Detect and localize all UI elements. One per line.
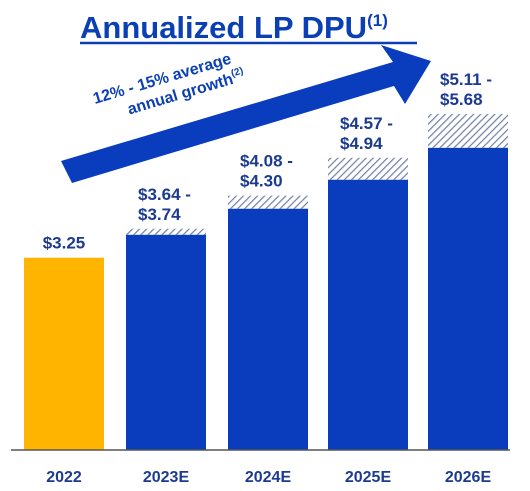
- bar-2023E: [126, 234, 206, 450]
- value-label-2022-1: $3.25: [43, 234, 86, 253]
- x-tick-2022: 2022: [46, 469, 82, 486]
- bar-range-2024E: [228, 195, 308, 209]
- value-label-2024E-2: $4.30: [240, 172, 283, 191]
- bar-2025E: [328, 179, 408, 450]
- value-label-2026E-1: $5.11 -: [440, 70, 492, 89]
- growth-footnote: (2): [230, 66, 245, 80]
- bar-range-2026E: [428, 114, 508, 148]
- growth-arrow: [61, 45, 431, 183]
- bar-2024E: [228, 208, 308, 450]
- chart-title: Annualized LP DPU(1): [80, 10, 388, 45]
- bar-2022: [24, 257, 104, 450]
- chart-title-text: Annualized LP DPU: [80, 10, 367, 45]
- chart-title-footnote: (1): [367, 11, 388, 30]
- value-label-2026E-2: $5.68: [440, 90, 483, 109]
- value-label-2023E-2: $3.74: [138, 205, 181, 224]
- value-label-2023E-1: $3.64 -: [138, 185, 191, 204]
- bar-range-2023E: [126, 228, 206, 235]
- x-tick-2023E: 2023E: [143, 469, 190, 486]
- value-label-2025E-2: $4.94: [340, 134, 383, 153]
- bar-range-2025E: [328, 157, 408, 180]
- x-tick-2024E: 2024E: [245, 469, 292, 486]
- bars-group: $3.25 2022 $3.64 -$3.74 2023E $4.08 -$4.30 20…: [24, 70, 508, 486]
- value-label-2025E-1: $4.57 -: [340, 114, 393, 133]
- bar-2026E: [428, 147, 508, 450]
- x-tick-2025E: 2025E: [345, 469, 392, 486]
- x-tick-2026E: 2026E: [445, 469, 492, 486]
- value-label-2024E-1: $4.08 -: [240, 152, 293, 171]
